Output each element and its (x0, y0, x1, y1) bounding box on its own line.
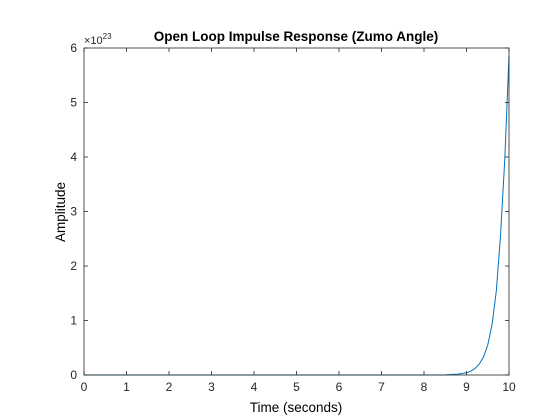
chart-title: Open Loop Impulse Response (Zumo Angle) (154, 29, 439, 44)
x-tick-label: 9 (463, 380, 470, 394)
y-tick-label: 6 (70, 41, 77, 55)
y-exponent-label: ×1023 (84, 32, 112, 47)
x-tick-label: 0 (81, 380, 88, 394)
x-tick-label: 7 (378, 380, 385, 394)
x-tick-label: 5 (293, 380, 300, 394)
x-tick-label: 3 (208, 380, 215, 394)
y-tick-label: 3 (70, 205, 77, 219)
y-tick-label: 2 (70, 259, 77, 273)
y-exponent-base: ×10 (84, 35, 103, 47)
y-tick-label: 1 (70, 314, 77, 328)
x-tick-label: 10 (502, 380, 516, 394)
y-tick-label: 0 (70, 368, 77, 382)
plot-area (84, 48, 509, 375)
y-tick-label: 5 (70, 96, 77, 110)
x-tick-label: 4 (251, 380, 258, 394)
x-tick-label: 1 (123, 380, 130, 394)
x-tick-label: 8 (421, 380, 428, 394)
x-axis-label: Time (seconds) (250, 400, 343, 415)
y-tick-label: 4 (70, 150, 77, 164)
x-tick-label: 6 (336, 380, 343, 394)
y-axis-label: Amplitude (53, 182, 68, 242)
y-exponent-power: 23 (103, 32, 112, 41)
x-tick-label: 2 (166, 380, 173, 394)
ticks-layer: 0 1 2 3 4 5 6 7 8 9 10 0 1 2 3 4 5 6 (70, 41, 516, 394)
